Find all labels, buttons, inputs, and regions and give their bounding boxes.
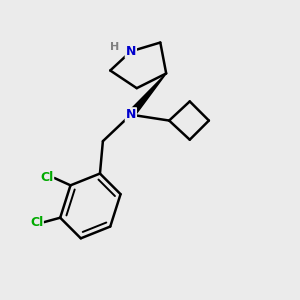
Text: N: N xyxy=(126,108,136,121)
Text: H: H xyxy=(110,42,119,52)
Text: N: N xyxy=(126,45,136,58)
Text: Cl: Cl xyxy=(30,216,43,229)
Text: Cl: Cl xyxy=(40,172,54,184)
Polygon shape xyxy=(128,74,166,117)
